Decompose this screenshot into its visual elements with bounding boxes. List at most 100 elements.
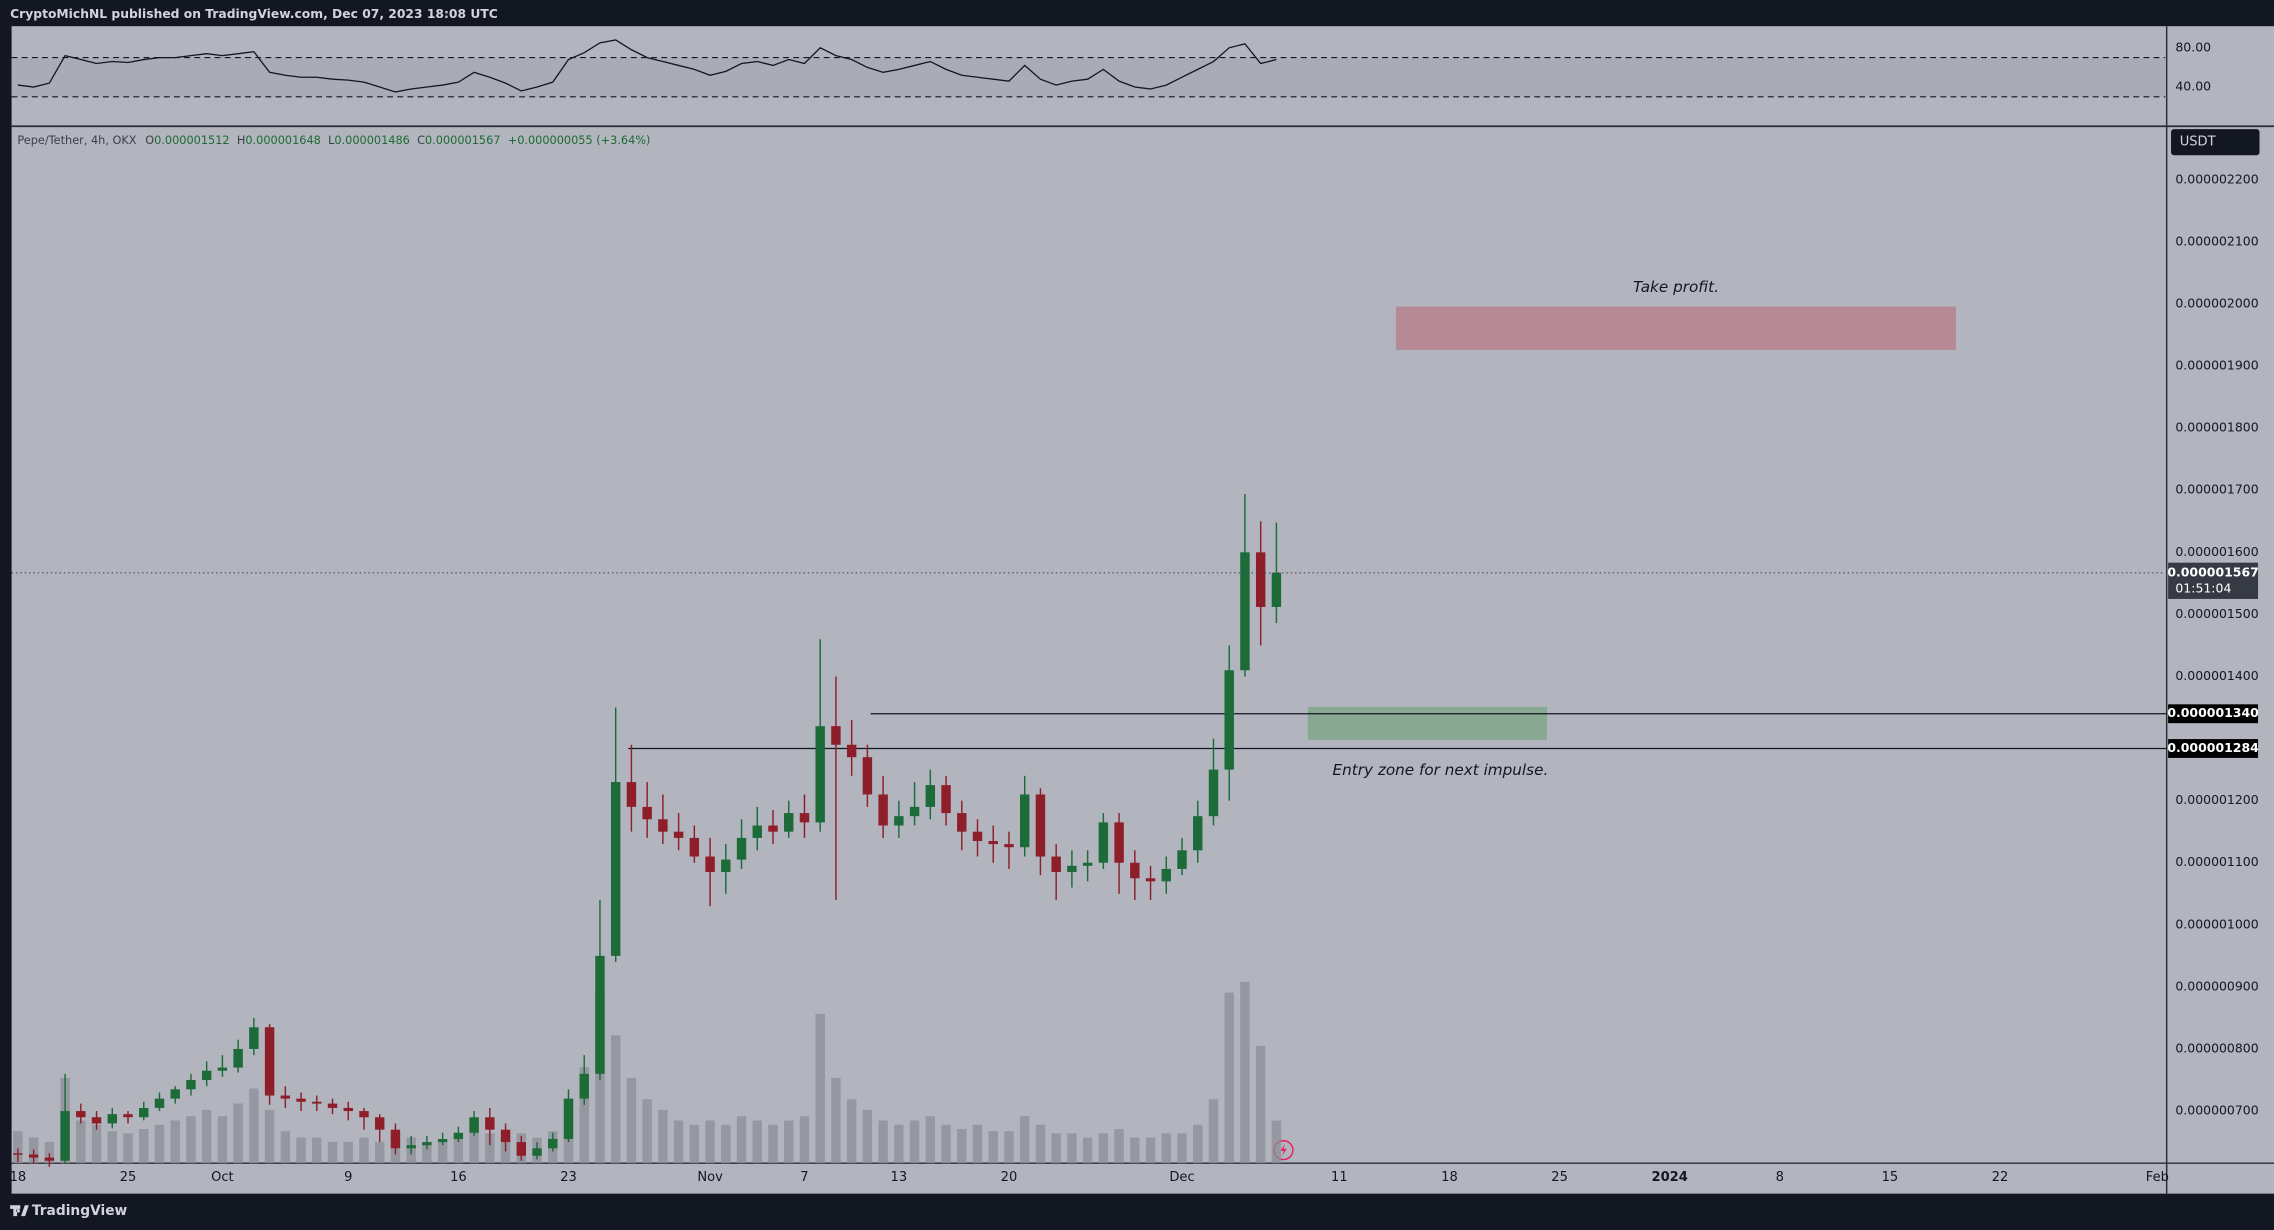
header: CryptoMichNL published on TradingView.co… [10,7,498,21]
footer: TradingView [32,1203,128,1219]
candle-body [909,806,920,817]
candle-body [705,856,715,873]
y-tick-label: 0.000001000 [2175,916,2258,931]
volume-bar [894,1124,904,1164]
x-tick-label: Feb [2146,1170,2169,1185]
volume-bar [76,1120,86,1164]
candle-body [516,1142,527,1156]
level-tag [2168,704,2259,724]
candle-body [91,1117,102,1124]
volume-bar [422,1141,432,1164]
volume-bar [721,1124,731,1164]
x-tick-label: Dec [1169,1170,1194,1185]
currency-box[interactable] [2171,129,2260,156]
x-tick-label: 9 [344,1170,352,1185]
y-tick-label: 0.000001100 [2175,854,2258,869]
candle-body [595,955,605,1074]
volume-bar [957,1129,967,1164]
candle-body [217,1067,228,1071]
legend-text: Pepe/Tether, 4h, OKX O0.000001512 H0.00000… [17,134,650,147]
currency[interactable]: USDT [2180,135,2216,150]
volume-bar [768,1124,778,1164]
volume-bar [909,1120,920,1164]
legend-value: 0.000001567 [425,134,500,147]
volume-bar [1067,1133,1077,1164]
volume-bar [815,1013,825,1164]
volume-bar [1161,1133,1172,1164]
x-tick-label: Oct [211,1170,234,1185]
candle-body [846,744,857,758]
countdown: 01:51:04 [2175,580,2231,595]
legend-key: H [237,134,246,147]
zone [1395,306,1957,350]
volume-bar [1130,1137,1140,1164]
volume-bar [1082,1137,1093,1164]
volume-bar [1114,1129,1124,1164]
candle-body [768,825,778,832]
x-tick-label: 18 [10,1170,27,1185]
candle-body [548,1138,558,1149]
volume-bar [437,1141,448,1164]
level-tag-label: 0.000001340 [2167,705,2259,720]
volume-bar [296,1137,306,1164]
volume-bar [658,1109,668,1164]
last-price-tag [2168,562,2259,599]
rsi-band-fill [11,57,2166,97]
rsi-line [17,39,1277,93]
volume-bar [44,1141,55,1164]
legend-value: 0.000001648 [245,134,320,147]
footer-logo [10,1205,29,1217]
x-tick-label: 23 [560,1170,577,1185]
x-tick-label: 11 [1331,1170,1348,1185]
volume-bar [846,1099,857,1164]
volume-bar [280,1131,291,1164]
volume-bar [705,1120,715,1164]
candle-body [312,1101,322,1104]
candle-body [1098,822,1109,863]
volume-bar [689,1124,700,1164]
y-tick-label: 0.000001200 [2175,792,2258,807]
candle-body [972,831,983,842]
candle-body [28,1154,39,1158]
candle-body [1067,865,1077,873]
volume-bar [249,1088,259,1164]
candle-body [374,1117,385,1130]
volume-bar [374,1141,385,1164]
candle-body [957,813,967,832]
candle-body [60,1111,70,1161]
candle-body [532,1148,542,1156]
volume-bar [1193,1124,1203,1164]
candle-body [437,1138,448,1143]
volume-bar [107,1131,118,1164]
candle-body [1193,816,1203,851]
volume-bar [1271,1120,1282,1164]
volume-bar [453,1137,464,1164]
legend-change: +0.000000055 (+3.64%) [508,134,651,147]
volume-bar [154,1124,165,1164]
candle-body [1240,552,1250,671]
candle-body [249,1027,259,1049]
candle-body [107,1114,118,1124]
candle-body [44,1157,55,1161]
candle-body [1145,878,1156,882]
y-tick-label: 0.000000800 [2175,1040,2258,1055]
candle-body [563,1098,574,1139]
x-tick-label: 16 [450,1170,467,1185]
volume-bar [1019,1116,1030,1164]
candle-body [988,841,998,845]
volume-bar [327,1141,338,1164]
candle-body [453,1132,464,1139]
candle-body [1255,552,1266,607]
legend-key: O [145,134,154,147]
candle-body [1082,862,1093,866]
volume-bar [359,1137,369,1164]
candle-body [1130,862,1140,879]
zone-label: Take profit. [1633,278,1719,296]
volume-bar [862,1109,873,1164]
volume-bar [941,1124,951,1164]
volume-bar [264,1109,275,1164]
candle-body [610,782,621,956]
candle-body [1051,856,1061,873]
